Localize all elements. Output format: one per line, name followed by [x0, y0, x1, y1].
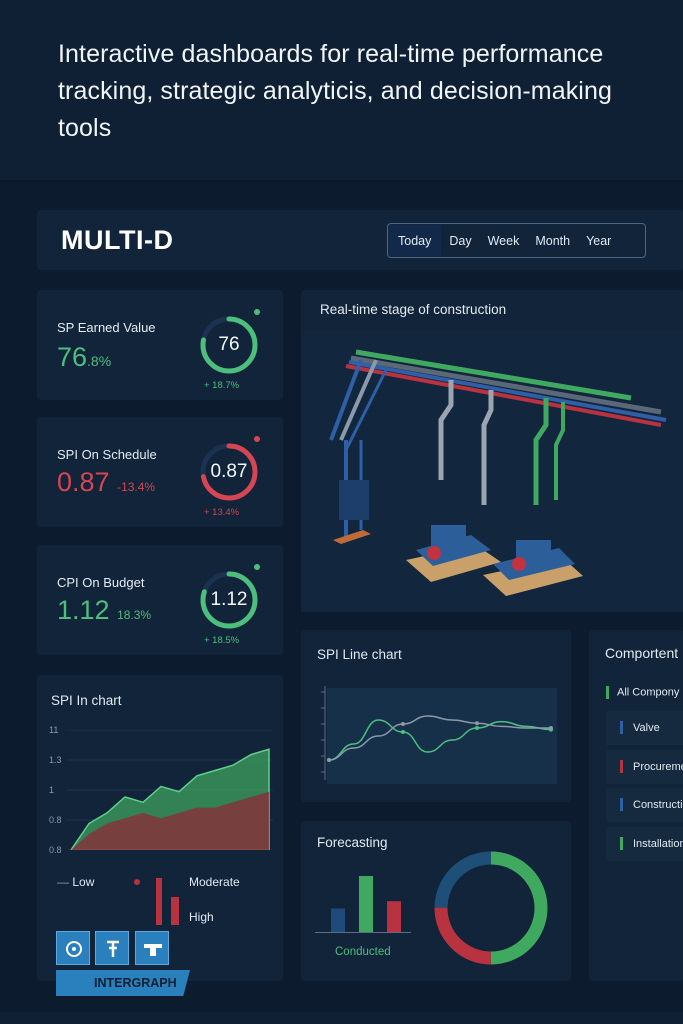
range-today[interactable]: Today: [388, 224, 442, 257]
spi-line-point: [327, 758, 331, 762]
kpi-earned-value[interactable]: SP Earned Value 76.8% 76 + 18.7%: [37, 290, 283, 400]
spi-line-chart-panel[interactable]: SPI Line chart: [301, 630, 571, 802]
brand-title: MULTI-D: [61, 225, 174, 255]
spi-in-area-series: [71, 791, 269, 850]
headline-text: Interactive dashboards for real-time per…: [58, 40, 612, 142]
kpi-ring-gauge: [200, 571, 258, 629]
legend-dot: [134, 879, 140, 885]
logo-wordmark: INTERGRAPH: [56, 970, 190, 996]
kpi-delta: + 18.7%: [204, 380, 240, 391]
logo-tower-icon: [95, 931, 129, 965]
range-year[interactable]: Year: [586, 233, 612, 248]
components-panel[interactable]: Comportent All Compony Valve Procurement…: [589, 630, 683, 981]
footer-strip: [0, 1012, 683, 1024]
construction-3d-view[interactable]: [301, 330, 683, 612]
spi-line-title: SPI Line chart: [317, 647, 402, 662]
spi-line-point: [475, 726, 479, 730]
legend-moderate: Moderate: [189, 875, 240, 889]
forecasting-bar: [331, 908, 345, 932]
spi-line-series: [328, 715, 551, 761]
forecasting-donut-chart: [434, 851, 548, 965]
forecasting-donut-slice: [434, 851, 548, 965]
dashboard-topbar: MULTI-D Today Day Week Month Year: [37, 210, 683, 270]
kpi-spi-schedule[interactable]: SPI On Schedule 0.87 -13.4% 0.87 + 13.4%: [37, 417, 283, 527]
logo-pipe-icon: [135, 931, 169, 965]
kpi-status-dot: [254, 309, 260, 315]
component-item-construction[interactable]: Construction: [606, 788, 683, 822]
kpi-value: 0.87 -13.4%: [57, 467, 156, 497]
logo-text: INTERGRAPH: [94, 976, 177, 990]
forecasting-bar-chart: [331, 876, 401, 932]
kpi-value: 76.8%: [57, 342, 112, 372]
kpi-value: 1.12 18.3%: [57, 595, 152, 625]
forecasting-panel[interactable]: Forecasting Conducted: [301, 821, 571, 981]
stage-title: Real-time stage of construction: [320, 302, 507, 317]
spi-line-series: [328, 719, 552, 761]
forecasting-bar-label: Conducted: [335, 946, 391, 958]
spi-in-title: SPI In chart: [51, 693, 122, 708]
kpi-status-dot: [254, 436, 260, 442]
legend-low: — Low: [57, 875, 95, 889]
legend-high: High: [189, 910, 214, 924]
legend-bar-short: [171, 897, 179, 925]
spi-in-y-tick: 0.8: [49, 815, 62, 825]
spi-line-point: [401, 722, 405, 726]
logo-globe-icon: [56, 931, 90, 965]
spi-in-y-tick: 11: [49, 725, 59, 735]
spi-line-point: [549, 726, 553, 730]
spi-in-y-tick: 1.3: [49, 755, 62, 765]
forecasting-title: Forecasting: [317, 835, 388, 850]
spi-in-area-chart: [67, 730, 273, 850]
kpi-ring-value: 0.87: [210, 461, 248, 482]
range-day[interactable]: Day: [449, 233, 472, 248]
kpi-ring-value: 1.12: [210, 589, 248, 610]
kpi-delta: + 13.4%: [204, 507, 240, 518]
kpi-label: SPI On Schedule: [57, 447, 157, 462]
spi-line-point: [401, 730, 405, 734]
spi-line-chart: [321, 686, 553, 780]
headline-banner: Interactive dashboards for real-time per…: [0, 0, 683, 180]
kpi-cpi-budget[interactable]: CPI On Budget 1.12 18.3% 1.12 + 18.5%: [37, 545, 283, 655]
range-week[interactable]: Week: [487, 233, 520, 248]
kpi-ring-gauge: [200, 443, 258, 501]
legend-bar-tall: [156, 878, 162, 925]
spi-line-plot-area: [327, 688, 557, 784]
forecasting-bar: [387, 901, 401, 932]
kpi-label: SP Earned Value: [57, 320, 156, 335]
kpi-delta: + 18.5%: [204, 635, 240, 646]
time-range-selector: Today Day Week Month Year: [387, 223, 646, 258]
component-item-all[interactable]: All Compony: [606, 686, 679, 699]
kpi-label: CPI On Budget: [57, 575, 145, 590]
component-item-procurement[interactable]: Procurement: [606, 750, 683, 784]
kpi-ring-gauge: [200, 316, 258, 374]
component-item-installation[interactable]: Installation: [606, 827, 683, 861]
spi-line-point: [475, 721, 479, 726]
kpi-ring-value: 76: [218, 334, 240, 355]
component-item-valve[interactable]: Valve: [606, 711, 683, 745]
spi-in-y-tick: 0.8: [49, 845, 62, 855]
spi-in-y-tick: 1: [49, 785, 55, 795]
forecasting-donut-slice: [434, 851, 548, 965]
construction-stage-panel[interactable]: Real-time stage of construction: [301, 290, 683, 612]
range-month[interactable]: Month: [535, 233, 571, 248]
components-title: Comportent: [605, 645, 679, 661]
forecasting-bar: [359, 876, 373, 932]
pipe-rack-model-image: [329, 349, 667, 596]
spi-in-chart-panel[interactable]: SPI In chart 11 1.3 1 0.8 0.8 — Low Moderate…: [37, 675, 283, 981]
forecasting-baseline: [315, 932, 411, 933]
kpi-status-dot: [254, 564, 260, 570]
